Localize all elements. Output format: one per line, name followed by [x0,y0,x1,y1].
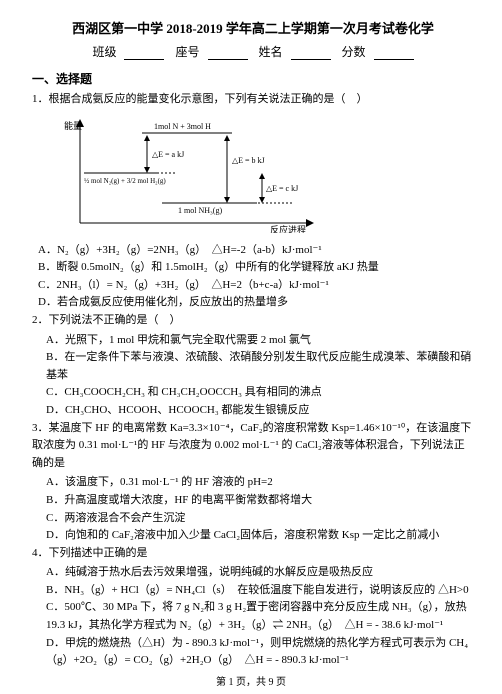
q1-option-c: C．2NH₃（l）= N₂（g）+3H₂（g） △H=2（b+c-a）kJ·mo… [32,277,474,295]
q4-option-c: C．500℃、30 MPa 下，将 7 g N₂和 3 g H₂置于密闭容器中充… [32,599,474,634]
q1-option-b: B．断裂 0.5molN₂（g）和 1.5molH₂（g）中所有的化学键释放 a… [32,259,474,277]
q4-option-b: B．NH₃（g）+ HCl（g）= NH₄Cl（s） 在较低温度下能自发进行，说… [32,582,474,600]
class-label: 班级 [92,43,116,60]
section-heading-1: 一、选择题 [32,70,474,87]
y-axis-label: 能量 [64,120,82,131]
question-3: 3．某温度下 HF 的电离常数 Ka=3.3×10⁻⁴，CaF₂的溶度积常数 K… [32,420,474,473]
q3-option-c: C．两溶液混合不会产生沉淀 [32,510,474,528]
q1-option-d: D．若合成氨反应使用催化剂，反应放出的热量增多 [32,294,474,312]
delta-e-a: △E = a kJ [152,150,184,159]
q2-option-d: D．CH₃CHO、HCOOH、HCOOCH₃ 都能发生银镜反应 [32,402,474,420]
delta-e-c: △E = c kJ [266,184,298,193]
name-label: 姓名 [259,43,283,60]
q2-option-c: C．CH₃COOCH₂CH₃ 和 CH₃CH₂OOCCH₃ 具有相同的沸点 [32,384,474,402]
q3-option-b: B．升高温度或增大浓度，HF 的电离平衡常数都将增大 [32,492,474,510]
seat-blank [208,48,248,60]
question-1: 1．根据合成氨反应的能量变化示意图，下列有关说法正确的是（ ） [32,91,474,109]
question-4: 4．下列描述中正确的是 [32,545,474,563]
delta-e-b: △E = b kJ [232,156,265,165]
score-blank [374,48,414,60]
q3-option-d: D．向饱和的 CaF₂溶液中加入少量 CaCl₂固体后，溶度积常数 Ksp 一定… [32,527,474,545]
q1-option-a: A．N₂（g）+3H₂（g）=2NH₃（g） △H=-2（a-b）kJ·mol⁻… [32,242,474,260]
question-2: 2．下列说法不正确的是（ ） [32,312,474,330]
bottom-species: 1 mol NH₃(g) [178,206,222,215]
top-species: 1mol N + 3mol H [154,122,211,131]
q2-option-b: B．在一定条件下苯与液溴、浓硫酸、浓硝酸分别发生取代反应能生成溴苯、苯磺酸和硝基… [32,349,474,384]
header-row: 班级 座号 姓名 分数 [32,43,474,60]
name-blank [291,48,331,60]
page-container: 西湖区第一中学 2018-2019 学年高二上学期第一次月考试卷化学 班级 座号… [0,0,502,670]
class-blank [124,48,164,60]
left-species: ½ mol N₂(g) + 3/2 mol H₂(g) [84,177,166,185]
score-label: 分数 [342,43,366,60]
energy-diagram: 能量 反应进程 1mol N + 3mol H ½ mol N₂(g) + 3/… [62,115,322,233]
page-footer: 第 1 页，共 9 页 [0,673,502,688]
q4-option-d: D．甲烷的燃烧热（△H）为 - 890.3 kJ·mol⁻¹，则甲烷燃烧的热化学… [32,635,474,670]
q4-option-a: A．纯碱溶于热水后去污效果增强，说明纯碱的水解反应是吸热反应 [32,564,474,582]
exam-title: 西湖区第一中学 2018-2019 学年高二上学期第一次月考试卷化学 [32,18,474,37]
q2-option-a: A．光照下，1 mol 甲烷和氯气完全取代需要 2 mol 氯气 [32,332,474,350]
x-axis-label: 反应进程 [270,224,306,233]
seat-label: 座号 [175,43,199,60]
q3-option-a: A．该温度下，0.31 mol·L⁻¹ 的 HF 溶液的 pH=2 [32,474,474,492]
